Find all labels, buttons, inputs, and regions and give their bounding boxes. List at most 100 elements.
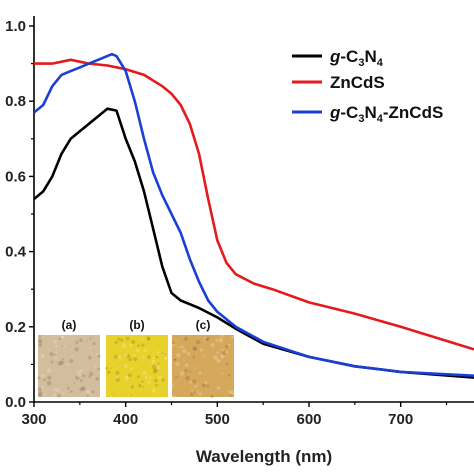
powder-grain <box>61 358 64 361</box>
powder-grain <box>221 350 227 356</box>
powder-sample <box>172 335 234 397</box>
powder-grain <box>182 335 186 338</box>
inset-photo-a: (a) <box>37 318 101 398</box>
powder-grain <box>172 341 175 344</box>
powder-grain <box>133 357 138 362</box>
powder-grain <box>157 362 160 365</box>
powder-grain <box>179 371 185 376</box>
powder-grain <box>114 340 118 345</box>
powder-grain <box>62 392 65 395</box>
powder-grain <box>221 372 224 375</box>
powder-grain <box>218 338 224 343</box>
y-tick-label: 0.8 <box>5 93 26 110</box>
powder-grain <box>185 376 190 381</box>
powder-grain <box>47 375 52 380</box>
powder-grain <box>114 354 118 359</box>
powder-grain <box>183 336 188 341</box>
powder-grain <box>48 349 51 352</box>
powder-grain <box>153 352 155 355</box>
powder-grain <box>205 338 208 341</box>
powder-grain <box>57 394 61 398</box>
series-line-3 <box>34 52 474 377</box>
powder-grain <box>70 390 73 394</box>
powder-grain <box>86 340 88 342</box>
powder-grain <box>141 337 144 340</box>
powder-grain <box>78 369 84 374</box>
powder-grain <box>230 390 235 395</box>
series-line-2 <box>34 58 474 351</box>
powder-grain <box>71 355 74 358</box>
powder-grain <box>216 358 221 363</box>
powder-grain <box>210 343 215 348</box>
powder-grain <box>144 376 148 379</box>
powder-grain <box>182 348 187 354</box>
powder-grain <box>125 379 128 382</box>
powder-grain <box>88 375 91 379</box>
powder-grain <box>148 376 152 380</box>
powder-grain <box>79 387 84 392</box>
powder-grain <box>113 363 115 366</box>
powder-grain <box>199 348 204 352</box>
powder-grain <box>107 370 111 374</box>
powder-grain <box>225 350 229 354</box>
powder-grain <box>193 355 195 358</box>
powder-grain <box>174 376 177 379</box>
powder-grain <box>105 366 109 370</box>
powder-grain <box>186 351 191 356</box>
powder-grain <box>108 393 110 395</box>
powder-grain <box>192 356 195 360</box>
powder-grain <box>216 351 219 354</box>
powder-grain <box>172 344 176 347</box>
powder-grain <box>220 354 225 359</box>
powder-grain <box>58 337 62 341</box>
powder-grain <box>143 348 147 353</box>
powder-grain <box>112 385 115 388</box>
powder-grain <box>115 370 120 375</box>
powder-grain <box>109 367 112 370</box>
powder-grain <box>38 391 43 396</box>
powder-grain <box>97 354 101 358</box>
powder-grain <box>125 336 130 341</box>
powder-grain <box>121 343 127 348</box>
powder-grain <box>92 342 96 346</box>
powder-grain <box>218 360 221 363</box>
powder-grain <box>189 370 192 373</box>
powder-grain <box>38 343 43 347</box>
legend-label: g-C3N4 <box>329 47 384 69</box>
powder-grain <box>175 361 180 366</box>
y-axis-ticks: 0.0 0.2 0.4 0.6 0.8 1.0 <box>5 18 34 411</box>
powder-grain <box>142 370 147 376</box>
powder-grain <box>227 373 231 377</box>
series-lines <box>34 52 474 379</box>
powder-grain <box>61 336 65 339</box>
powder-grain <box>115 377 121 383</box>
powder-sample <box>38 335 100 397</box>
powder-grain <box>180 345 184 349</box>
legend: g-C3N4 ZnCdS g-C3N4-ZnCdS <box>292 47 443 125</box>
powder-grain <box>53 352 57 356</box>
powder-grain <box>154 368 158 372</box>
powder-grain <box>61 335 64 339</box>
powder-grain <box>66 363 69 366</box>
powder-grain <box>40 354 45 358</box>
powder-grain <box>57 389 60 392</box>
powder-grain <box>196 339 201 345</box>
powder-grain <box>60 360 65 365</box>
powder-grain <box>49 352 54 357</box>
powder-grain <box>147 381 151 384</box>
powder-grain <box>81 386 86 391</box>
powder-grain <box>161 351 164 354</box>
powder-grain <box>41 374 45 378</box>
powder-grain <box>95 376 100 381</box>
powder-grain <box>82 374 86 378</box>
powder-grain <box>210 394 214 399</box>
powder-grain <box>142 386 145 389</box>
powder-grain <box>124 364 128 369</box>
powder-grain <box>80 379 83 382</box>
powder-grain <box>136 375 140 379</box>
powder-grain <box>155 365 160 370</box>
inset-label: (a) <box>62 318 77 332</box>
powder-grain <box>156 350 160 354</box>
legend-item: ZnCdS <box>292 73 385 92</box>
powder-grain <box>62 345 66 348</box>
